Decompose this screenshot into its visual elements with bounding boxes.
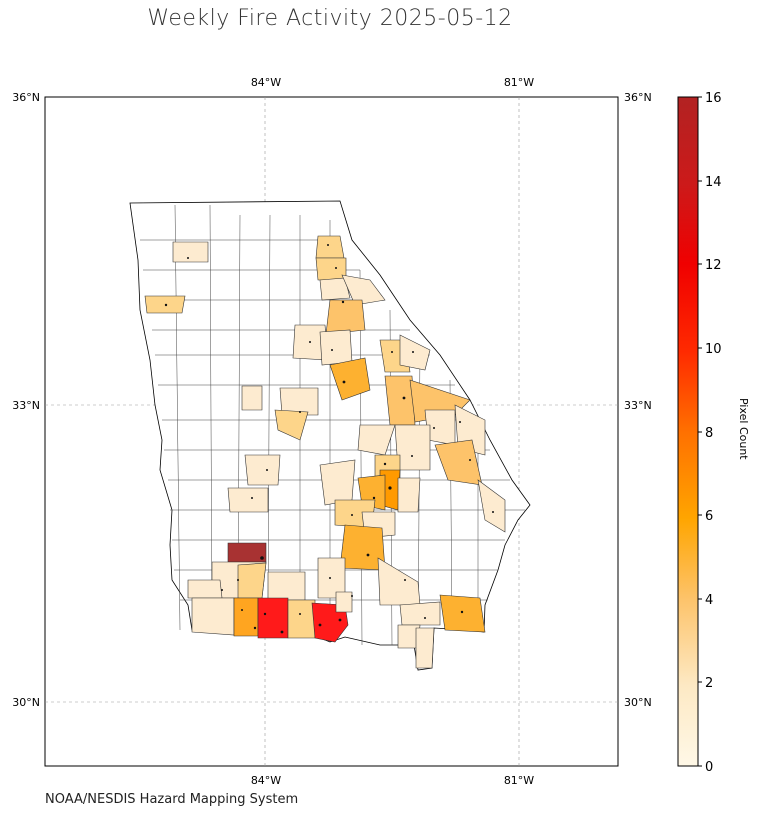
- county-fire-50: [335, 591, 353, 613]
- lat-label-right-30: 30°N: [624, 696, 652, 709]
- colorbar-tick-4: 4: [705, 593, 713, 608]
- county-fire-41: [399, 601, 441, 626]
- fire-points: [164, 244, 494, 634]
- lat-label-right-36: 36°N: [624, 91, 652, 104]
- county-fire-5: [319, 277, 351, 301]
- colorbar-tick-8: 8: [705, 426, 713, 441]
- lat-label-left-33: 33°N: [12, 399, 40, 412]
- county-fire-36: [237, 562, 267, 599]
- county-fire-43: [415, 627, 435, 669]
- colorbar-tick-0: 0: [705, 760, 713, 775]
- colorbar-tick-16: 16: [705, 91, 722, 106]
- colorbar: [677, 96, 699, 767]
- county-fire-7: [325, 299, 366, 335]
- lon-label-bottom-81: 81°W: [504, 774, 534, 787]
- county-fire-3: [315, 235, 345, 259]
- lat-label-left-36: 36°N: [12, 91, 40, 104]
- colorbar-tick-10: 10: [705, 342, 722, 357]
- county-fire-33: [227, 487, 269, 513]
- county-fire-4: [315, 257, 347, 281]
- colorbar-ticks: [698, 96, 702, 767]
- county-fire-6: [341, 274, 386, 306]
- colorbar-tick-12: 12: [705, 258, 722, 273]
- county-fire-46: [233, 597, 259, 637]
- county-fire-10: [329, 357, 371, 401]
- county-fire-16: [274, 409, 309, 441]
- lon-label-top-81: 81°W: [504, 76, 534, 89]
- colorbar-tick-2: 2: [705, 676, 713, 691]
- county-fire-45: [191, 597, 235, 636]
- source-caption: NOAA/NESDIS Hazard Mapping System: [45, 792, 299, 807]
- county-fire-15: [279, 387, 319, 416]
- lat-label-left-30: 30°N: [12, 696, 40, 709]
- county-fire-47: [257, 597, 289, 639]
- county-fire-44: [439, 594, 486, 633]
- county-fire-38: [267, 571, 306, 601]
- county-fire-12: [399, 334, 431, 371]
- county-fire-29: [477, 479, 506, 533]
- lon-label-bottom-84: 84°W: [251, 774, 281, 787]
- county-fire-1: [172, 241, 209, 263]
- county-fire-48: [287, 599, 316, 639]
- colorbar-tick-14: 14: [705, 175, 722, 190]
- georgia-map: [129, 200, 531, 671]
- county-fire-9: [319, 329, 353, 366]
- county-fire-37: [187, 579, 223, 599]
- county-fire-32: [244, 454, 281, 486]
- map-title: Weekly Fire Activity 2025-05-12: [147, 6, 513, 31]
- county-fire-26: [319, 459, 356, 506]
- county-fire-34: [227, 542, 267, 563]
- county-fire-28: [397, 477, 421, 513]
- colorbar-tick-6: 6: [705, 509, 713, 524]
- colorbar-label: Pixel Count: [737, 398, 750, 460]
- county-fire-17: [241, 385, 263, 411]
- lat-label-right-33: 33°N: [624, 399, 652, 412]
- lon-label-top-84: 84°W: [251, 76, 281, 89]
